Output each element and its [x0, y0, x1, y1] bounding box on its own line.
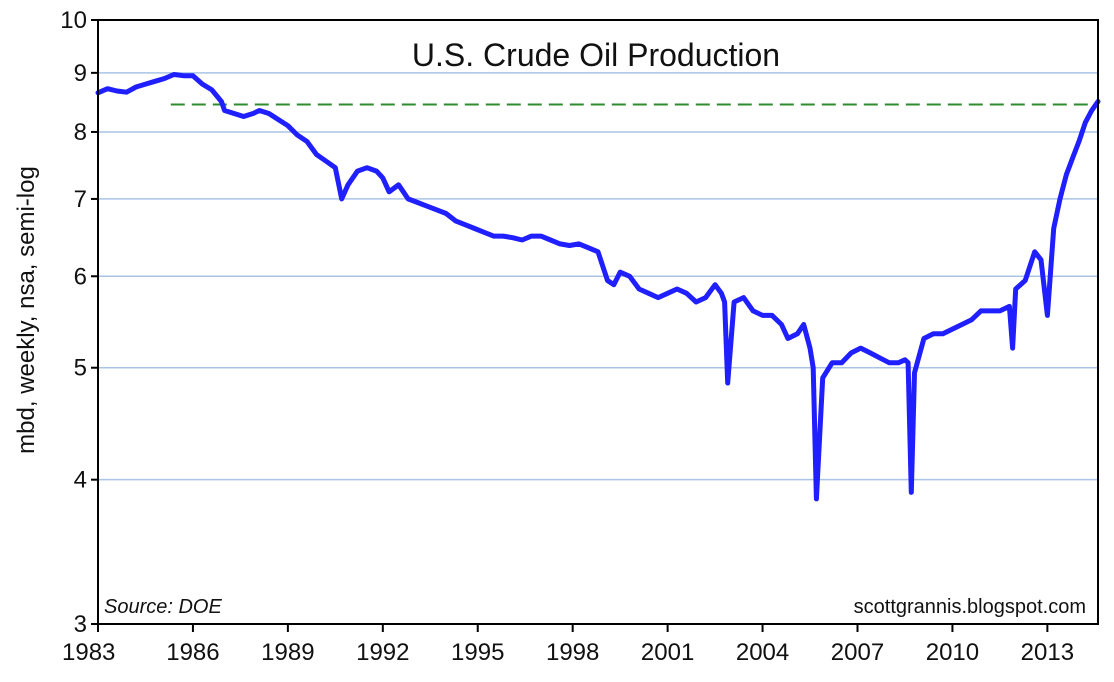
series-line-0 — [95, 72, 1101, 502]
y-tick-label-3: 3 — [74, 611, 87, 638]
x-tick-label-1992: 1992 — [356, 639, 409, 666]
x-tick-label-1995: 1995 — [451, 639, 504, 666]
x-tick-label-2013: 2013 — [1021, 639, 1074, 666]
x-tick-label-2004: 2004 — [736, 639, 789, 666]
y-tick-label-10: 10 — [60, 7, 87, 34]
x-tick-label-1989: 1989 — [261, 639, 314, 666]
y-tick-label-9: 9 — [74, 60, 87, 87]
y-tick-label-4: 4 — [74, 467, 87, 494]
y-axis: 3 4 5 6 7 8 9 10 — [60, 7, 98, 638]
grid-lines — [98, 72, 1098, 481]
y-tick-label-7: 7 — [74, 186, 87, 213]
x-tick-label-2001: 2001 — [641, 639, 694, 666]
y-tick-label-5: 5 — [74, 355, 87, 382]
y-axis-label: mbd, weekly, nsa, semi-log — [13, 166, 40, 454]
series-layer — [95, 72, 1101, 502]
x-tick-label-2007: 2007 — [831, 639, 884, 666]
x-tick-label-1983: 1983 — [62, 639, 115, 666]
x-tick-label-1986: 1986 — [166, 639, 219, 666]
plot-frame — [97, 19, 1099, 625]
chart-title: U.S. Crude Oil Production — [412, 37, 780, 73]
y-tick-label-6: 6 — [74, 263, 87, 290]
x-tick-label-1998: 1998 — [546, 639, 599, 666]
credit-note: scottgrannis.blogspot.com — [854, 596, 1086, 618]
x-tick-label-2010: 2010 — [926, 639, 979, 666]
y-tick-label-8: 8 — [74, 119, 87, 146]
source-note: Source: DOE — [104, 596, 222, 618]
x-axis: 1983 1986 1989 1992 1995 1998 2001 2004 2007 2010… — [62, 624, 1074, 666]
